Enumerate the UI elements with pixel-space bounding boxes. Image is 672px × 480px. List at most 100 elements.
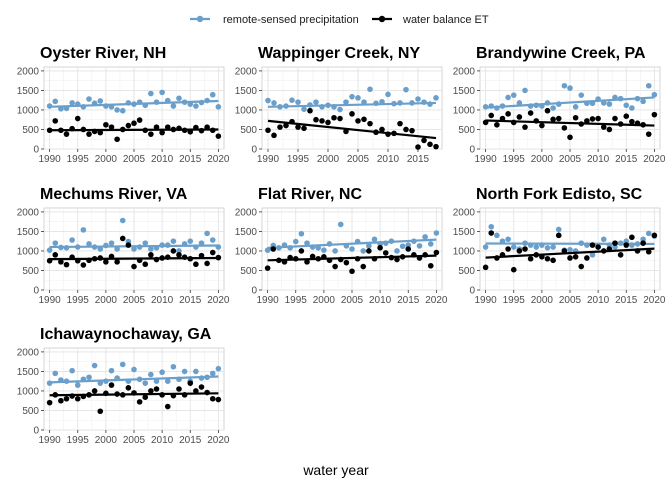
data-point bbox=[209, 395, 216, 402]
data-point bbox=[97, 129, 104, 136]
y-tick-label: 500 bbox=[458, 125, 475, 136]
data-point bbox=[298, 248, 305, 254]
data-point bbox=[343, 99, 349, 105]
data-point bbox=[555, 226, 562, 233]
x-tick-label: 2015 bbox=[179, 154, 202, 165]
data-point bbox=[600, 124, 607, 130]
x-tick-label: 2015 bbox=[615, 295, 638, 306]
data-point bbox=[544, 245, 551, 251]
data-point bbox=[153, 124, 160, 130]
data-point bbox=[164, 403, 171, 410]
data-point bbox=[181, 368, 188, 375]
data-point bbox=[142, 394, 149, 401]
data-point bbox=[360, 248, 367, 254]
data-point bbox=[313, 99, 319, 105]
data-point bbox=[405, 242, 412, 248]
data-point bbox=[539, 122, 545, 129]
y-tick-label: 0 bbox=[33, 145, 39, 156]
data-point bbox=[131, 263, 137, 270]
x-tick-label: 2005 bbox=[347, 154, 370, 165]
y-tick-label: 2000 bbox=[453, 207, 476, 218]
data-point bbox=[125, 385, 132, 391]
data-point bbox=[91, 362, 98, 369]
data-point bbox=[555, 232, 562, 239]
data-point bbox=[651, 232, 658, 239]
data-point bbox=[522, 246, 528, 252]
data-point bbox=[142, 240, 149, 246]
data-point bbox=[623, 242, 630, 248]
data-point bbox=[289, 97, 295, 103]
x-tick-label: 2015 bbox=[397, 295, 420, 306]
x-tick-label: 2005 bbox=[559, 154, 582, 165]
y-tick-label: 2000 bbox=[453, 66, 476, 77]
y-tick-label: 1000 bbox=[235, 246, 258, 257]
x-tick-label: 1990 bbox=[475, 154, 498, 165]
data-point bbox=[415, 96, 421, 102]
data-point bbox=[74, 115, 81, 122]
trend-line bbox=[49, 392, 219, 397]
data-point bbox=[80, 262, 87, 268]
data-point bbox=[74, 395, 81, 402]
x-tick-label: 1995 bbox=[287, 154, 310, 165]
data-point bbox=[367, 86, 373, 93]
data-point bbox=[52, 240, 59, 246]
data-point bbox=[114, 246, 120, 252]
series bbox=[46, 217, 222, 254]
series bbox=[46, 235, 222, 270]
data-point bbox=[421, 137, 427, 144]
data-point bbox=[606, 126, 613, 133]
data-point bbox=[600, 236, 607, 243]
y-tick-label: 1000 bbox=[17, 246, 40, 257]
x-tick-label: 1990 bbox=[39, 435, 62, 446]
y-tick-label: 500 bbox=[22, 125, 39, 136]
data-point bbox=[555, 115, 562, 122]
data-point bbox=[69, 100, 75, 106]
data-point bbox=[301, 125, 307, 132]
legend: remote-sensed precipitation water balance… bbox=[190, 14, 489, 26]
x-tick-label: 2005 bbox=[559, 295, 582, 306]
y-tick-label: 0 bbox=[33, 286, 39, 297]
data-point bbox=[337, 221, 344, 228]
trend-line bbox=[49, 244, 219, 249]
data-point bbox=[271, 132, 277, 139]
x-tick-label: 2005 bbox=[123, 435, 146, 446]
y-tick-label: 0 bbox=[33, 426, 39, 437]
data-point bbox=[533, 244, 540, 250]
data-point bbox=[125, 122, 132, 129]
data-point bbox=[488, 112, 495, 119]
data-point bbox=[360, 263, 367, 270]
data-point bbox=[136, 117, 143, 123]
data-point bbox=[176, 252, 182, 258]
facet-panel: Ichawaynochaway, GA 0 500 1000 1500 2000 1990 1… bbox=[17, 326, 230, 446]
data-point bbox=[427, 262, 434, 269]
y-tick-label: 500 bbox=[240, 125, 257, 136]
data-point bbox=[80, 227, 87, 233]
data-point bbox=[91, 388, 98, 394]
data-point bbox=[209, 237, 216, 243]
data-point bbox=[397, 120, 403, 127]
x-tick-label: 1995 bbox=[285, 295, 308, 306]
data-point bbox=[52, 98, 59, 105]
series bbox=[265, 86, 439, 113]
series bbox=[482, 82, 658, 111]
data-point bbox=[572, 104, 579, 110]
data-point bbox=[176, 386, 182, 392]
data-point bbox=[69, 237, 75, 243]
data-point bbox=[595, 115, 601, 122]
y-tick-label: 1500 bbox=[235, 227, 258, 238]
facet-panel: Wappinger Creek, NY 0 500 1000 1500 2000 1990 1… bbox=[235, 45, 443, 165]
y-tick-label: 2000 bbox=[17, 347, 40, 358]
x-tick-label: 2010 bbox=[369, 295, 392, 306]
series bbox=[46, 380, 222, 415]
data-point bbox=[142, 380, 149, 386]
data-point bbox=[86, 374, 92, 381]
data-point bbox=[215, 104, 222, 110]
panels: Oyster River, NH 0 500 1000 1500 2000 1990 1995… bbox=[17, 45, 666, 446]
data-point bbox=[617, 252, 624, 258]
y-tick-label: 1000 bbox=[453, 246, 476, 257]
data-point bbox=[332, 248, 338, 254]
data-point bbox=[292, 238, 299, 245]
data-point bbox=[612, 115, 618, 122]
data-point bbox=[148, 246, 154, 252]
